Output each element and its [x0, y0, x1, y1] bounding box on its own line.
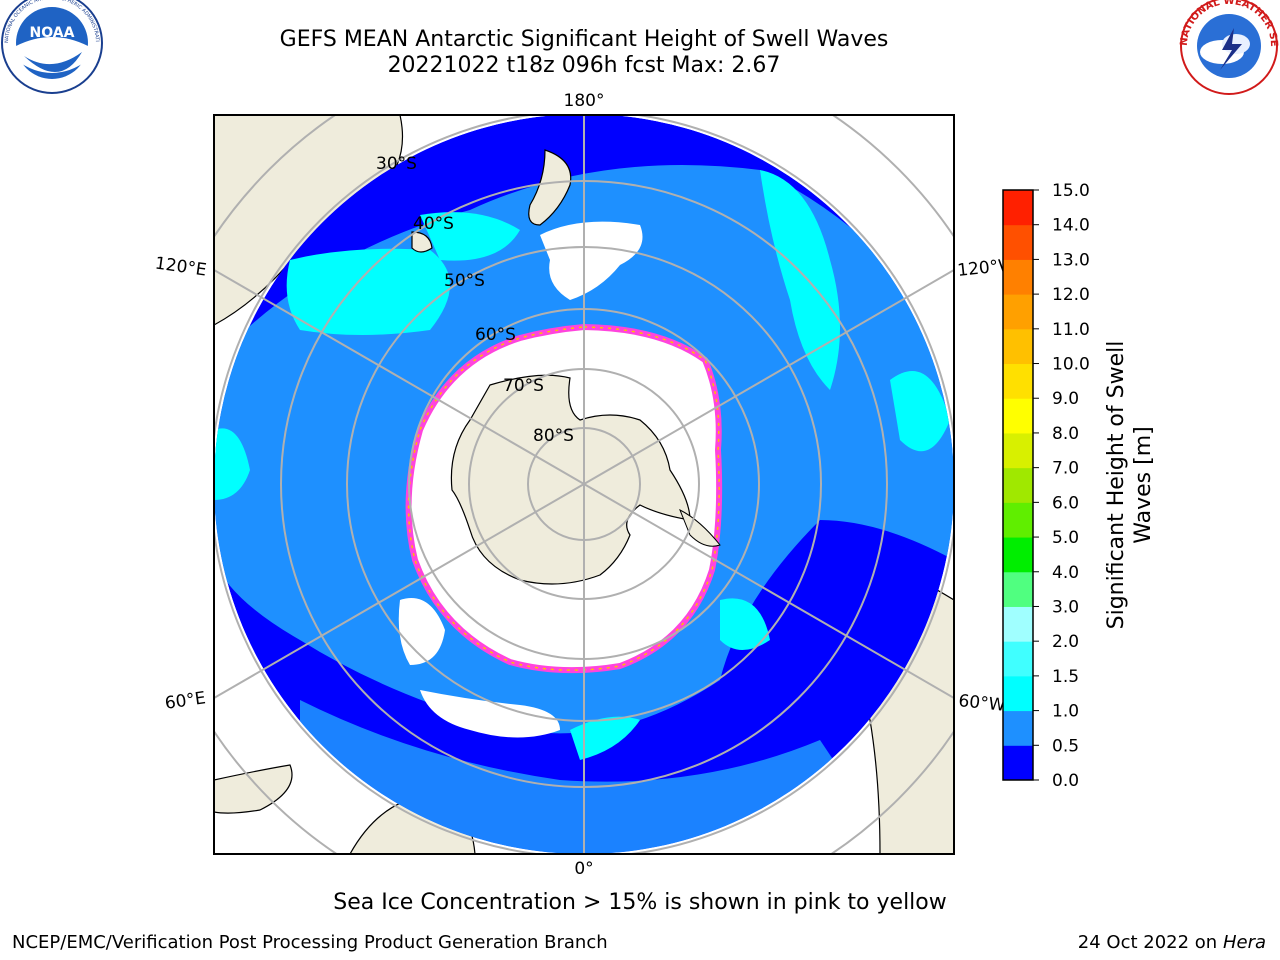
- lat-label-60s: 60°S: [475, 325, 516, 345]
- swell-band-south: [300, 700, 860, 854]
- colorbar-segment: [1003, 190, 1033, 226]
- lat-label-80s: 80°S: [533, 426, 574, 446]
- map-frame: [213, 114, 955, 855]
- colorbar-tick-label: 1.0: [1052, 702, 1079, 722]
- colorbar-tick-label: 15.0: [1052, 181, 1090, 201]
- colorbar-tick-label: 11.0: [1052, 320, 1090, 340]
- colorbar-tick-label: 3.0: [1052, 597, 1079, 617]
- swell-high-pacific: [760, 170, 840, 390]
- nws-logo: NATIONAL WEATHER SERVICE: [0, 0, 1279, 95]
- credit-text: NCEP/EMC/Verification Post Processing Pr…: [12, 932, 608, 953]
- colorbar-tick-label: 12.0: [1052, 285, 1090, 305]
- lon-label-180: 180°: [564, 91, 605, 111]
- host-name: Hera: [1222, 932, 1266, 953]
- mask-atlantic-patch: [420, 690, 560, 738]
- date-stamp: 24 Oct 2022 on Hera: [1078, 932, 1266, 953]
- colorbar-segment: [1003, 745, 1033, 781]
- colorbar-segment: [1003, 259, 1033, 295]
- colorbar-tick-label: 0.0: [1052, 771, 1079, 791]
- colorbar-tick-label: 8.0: [1052, 424, 1079, 444]
- colorbar-segment: [1003, 710, 1033, 746]
- sea-ice-edge-yellow: [407, 326, 720, 671]
- swell-high-tasman: [420, 212, 520, 261]
- land-antarctica: [450, 374, 691, 585]
- colorbar-tick-label: 6.0: [1052, 493, 1079, 513]
- colorbar-frame: [1002, 189, 1034, 781]
- nws-ring-text: NATIONAL WEATHER SERVICE: [0, 0, 1279, 47]
- chart-subtitle: 20221022 t18z 096h fcst Max: 2.67: [387, 53, 781, 78]
- latitude-labels: 30°S 40°S 50°S 60°S 70°S 80°S: [376, 154, 574, 446]
- lat-label-40s: 40°S: [413, 214, 454, 234]
- colorbar-segment: [1003, 328, 1033, 365]
- mask-indian-patch: [398, 598, 445, 665]
- colorbar-segment: [1003, 224, 1033, 260]
- swell-high-west: [214, 428, 250, 500]
- lon-label-60e: 60°E: [164, 688, 207, 713]
- colorbar-segment: [1003, 432, 1033, 469]
- colorbar-segment: [1003, 398, 1033, 434]
- swell-high-atlantic: [570, 716, 640, 760]
- noaa-logo-text: NOAA: [30, 25, 75, 41]
- colorbar-segment: [1003, 467, 1033, 503]
- lon-label-0: 0°: [574, 859, 593, 879]
- colorbar-tick-label: 0.5: [1052, 736, 1079, 756]
- sea-ice-note: Sea Ice Concentration > 15% is shown in …: [333, 890, 947, 915]
- colorbar-segment: [1003, 641, 1033, 677]
- colorbar-tick-label: 1.5: [1052, 667, 1079, 687]
- swell-high-indian: [286, 248, 450, 335]
- map-area: 30°S 40°S 50°S 60°S 70°S 80°S: [214, 115, 954, 854]
- mask-new-zealand-area: [540, 221, 643, 300]
- lon-label-120e: 120°E: [154, 254, 208, 281]
- land-new-zealand: [528, 149, 572, 226]
- colorbar-tick-label: 10.0: [1052, 355, 1090, 375]
- colorbar-segment: [1003, 675, 1033, 712]
- colorbar-tick-label: 2.0: [1052, 632, 1079, 652]
- colorbar-label-line1: Significant Height of Swell: [1104, 341, 1129, 630]
- land-tasmania: [411, 231, 433, 253]
- chart-title: GEFS MEAN Antarctic Significant Height o…: [279, 27, 889, 52]
- colorbar-segment: [1003, 571, 1033, 607]
- colorbar-tick-label: 4.0: [1052, 563, 1079, 583]
- colorbar-tick-label: 7.0: [1052, 459, 1079, 479]
- colorbar-tick-label: 5.0: [1052, 528, 1079, 548]
- svg-text:NATIONAL WEATHER SERVICE: NATIONAL WEATHER SERVICE: [0, 0, 1279, 47]
- colorbar-tick-label: 14.0: [1052, 216, 1090, 236]
- colorbar-label-line2: Waves [m]: [1131, 426, 1156, 543]
- date-text: 24 Oct 2022 on: [1077, 932, 1223, 953]
- colorbar-segment: [1003, 537, 1033, 573]
- colorbar-tick-label: 9.0: [1052, 389, 1079, 409]
- lon-label-60w: 60°W: [957, 691, 1006, 716]
- colorbar-segment: [1003, 294, 1033, 330]
- colorbar-segment: [1003, 606, 1033, 642]
- swell-high-drake: [720, 598, 770, 650]
- colorbar-segment: [1003, 502, 1033, 538]
- colorbar-segment: [1003, 363, 1033, 399]
- lat-label-30s: 30°S: [376, 154, 417, 174]
- land-antarctic-peninsula: [679, 508, 721, 547]
- colorbar: 0.0 0.5 1.0 1.5 2.0 3.0 4.0 5.0 6.0 7.0 8.0 9.0 10.0…: [1002, 181, 1090, 791]
- lat-label-70s: 70°S: [503, 376, 544, 396]
- graticule: [214, 115, 954, 854]
- swell-high-east-pacific: [890, 371, 950, 452]
- lat-label-50s: 50°S: [444, 271, 485, 291]
- noaa-logo: NOAA NATIONAL OCEANIC AND ATMOSPHERIC AD…: [0, 0, 103, 94]
- colorbar-tick-label: 13.0: [1052, 250, 1090, 270]
